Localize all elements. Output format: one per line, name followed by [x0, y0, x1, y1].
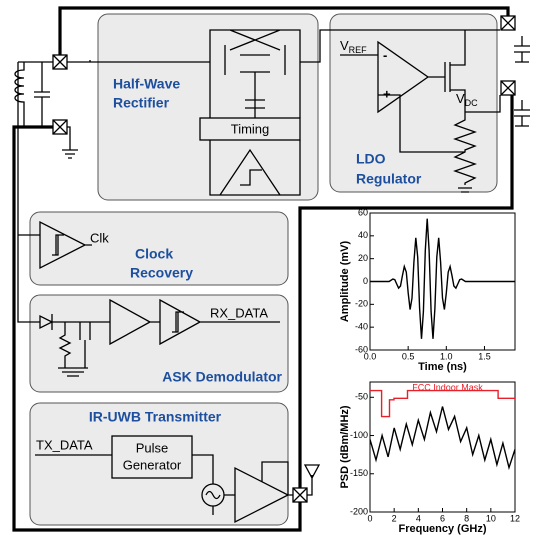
block-title: Recovery — [130, 265, 193, 281]
y-tick-label: -40 — [355, 322, 368, 332]
y-tick-label: -150 — [350, 468, 368, 478]
block-title: Regulator — [356, 171, 422, 187]
x-tick-label: 6 — [440, 513, 445, 523]
tx-circuit — [35, 454, 321, 524]
y-tick-label: -60 — [355, 344, 368, 354]
plot-frame — [369, 381, 516, 513]
label: + — [383, 86, 391, 101]
label: - — [383, 47, 387, 62]
y-tick-label: -100 — [350, 430, 368, 440]
oscillator-wave — [205, 490, 221, 500]
y-tick-label: -20 — [355, 299, 368, 309]
rectifier-circuit — [209, 29, 500, 118]
terminal — [292, 487, 308, 503]
x-tick-label: 2 — [392, 513, 397, 523]
label: Pulse — [136, 440, 169, 455]
x-tick-label: 1.0 — [440, 351, 453, 361]
terminal — [52, 54, 68, 70]
y-tick-label: -50 — [355, 392, 368, 402]
bus-wire — [58, 6, 510, 55]
ask-block — [29, 294, 289, 393]
coil — [14, 61, 30, 128]
y-tick-label: 60 — [358, 207, 368, 217]
label-main: V — [456, 91, 465, 106]
schmitt-trigger — [39, 220, 92, 270]
x-axis-label: Time (ns) — [418, 361, 467, 373]
label: VREF — [340, 38, 367, 55]
y-tick-label: -200 — [350, 506, 368, 516]
label: VDC — [456, 91, 478, 108]
comparator — [209, 140, 301, 196]
x-tick-label: 0 — [367, 513, 372, 523]
rectifier-block — [97, 13, 319, 201]
y-tick-label: 20 — [358, 253, 368, 263]
ldo-block — [329, 13, 498, 193]
y-tick-label: 0 — [363, 276, 368, 286]
output-caps — [514, 36, 530, 127]
oscillator — [201, 483, 225, 507]
x-axis-label: Frequency (GHz) — [398, 523, 486, 535]
block-title: Rectifier — [113, 95, 170, 111]
capacitor — [30, 61, 53, 128]
clock-block — [29, 211, 289, 286]
x-tick-label: 1.5 — [478, 351, 491, 361]
block-title: Half-Wave — [113, 76, 180, 92]
x-tick-label: 0.0 — [364, 351, 377, 361]
terminal — [500, 80, 516, 96]
data-line — [370, 389, 515, 418]
label-sub: REF — [349, 45, 368, 55]
label: TX_DATA — [36, 437, 93, 452]
label: Clk — [90, 230, 109, 245]
block-title: LDO — [356, 151, 386, 167]
x-tick-label: 10 — [486, 513, 496, 523]
data-line — [369, 406, 516, 471]
label-main: V — [340, 38, 349, 53]
y-tick-label: 40 — [358, 230, 368, 240]
block-title: ASK Demodulator — [162, 369, 282, 385]
ground — [62, 126, 78, 159]
bus-wire — [298, 95, 514, 488]
ldo-circuit — [340, 30, 501, 193]
data-line — [370, 218, 515, 339]
x-tick-label: 0.5 — [402, 351, 415, 361]
terminal — [52, 119, 68, 135]
terminal — [500, 15, 516, 31]
annotation: FCC Indoor Mask — [412, 382, 483, 392]
x-tick-label: 8 — [464, 513, 469, 523]
block-title: IR-UWB Transmitter — [89, 409, 222, 425]
label-sub: DC — [465, 98, 478, 108]
label: Timing — [231, 121, 270, 136]
pulse-generator — [111, 435, 193, 479]
x-tick-label: 4 — [416, 513, 421, 523]
y-axis-label: PSD (dBm/MHz) — [339, 405, 351, 488]
y-axis-label: Amplitude (mV) — [339, 241, 351, 323]
block-title: Clock — [135, 246, 173, 262]
label: RX_DATA — [210, 305, 268, 320]
x-tick-label: 12 — [510, 513, 520, 523]
ask-circuit — [39, 298, 280, 377]
label: Generator — [123, 457, 182, 472]
timing-box — [199, 117, 301, 141]
